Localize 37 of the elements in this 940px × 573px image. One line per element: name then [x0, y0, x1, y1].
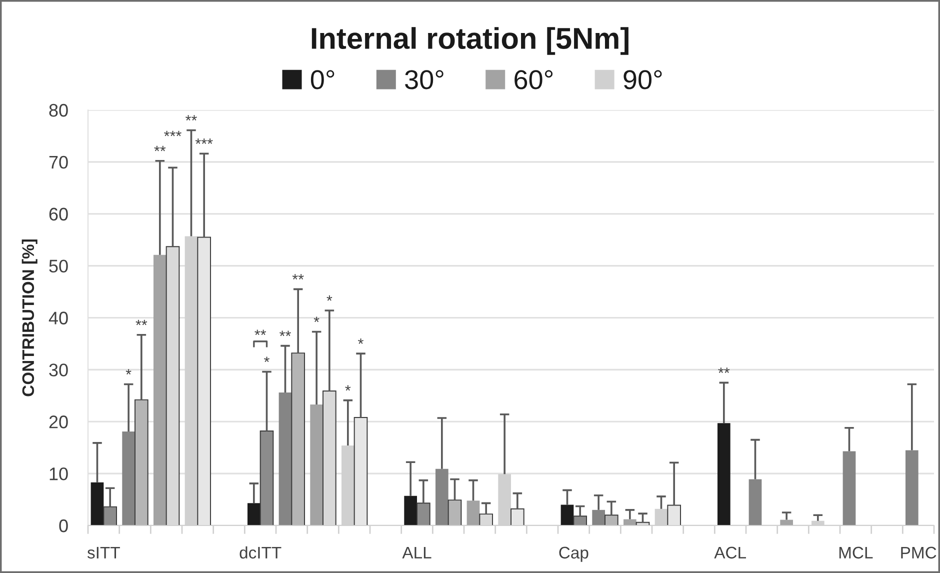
x-tick-label: dcITT [240, 546, 282, 559]
x-tick-label: MCL [839, 546, 873, 559]
annotation: *** [164, 130, 182, 136]
x-tick-label: ALL [402, 546, 432, 558]
y-tick-label: 0 [59, 519, 68, 532]
y-axis-title: CONTRIBUTION [%] [22, 240, 38, 396]
legend-label: 0° [310, 70, 334, 90]
annotation: ** [292, 274, 304, 280]
annotation: ** [136, 320, 148, 326]
x-tick-label: PMC [901, 546, 936, 559]
legend-label: 30° [405, 70, 444, 90]
chart-title: Internal rotation [5Nm] [312, 27, 628, 55]
y-tick-label: 20 [49, 416, 68, 428]
annotation: ** [154, 146, 166, 152]
annotation: ** [280, 330, 291, 336]
x-tick-label: Cap [559, 546, 588, 562]
annotation: * [345, 385, 351, 391]
y-tick-label: 70 [49, 156, 68, 169]
y-tick-label: 10 [50, 467, 68, 480]
annotation: * [358, 338, 364, 344]
y-tick-label: 40 [48, 312, 68, 324]
y-tick-label: 60 [49, 208, 68, 221]
annotation: ** [186, 115, 197, 121]
legend-label: 90° [624, 70, 662, 90]
x-tick-label: sITT [87, 546, 120, 559]
annotation: * [264, 356, 270, 362]
legend-label: 60° [514, 70, 553, 90]
annotation: * [126, 369, 132, 375]
annotation: * [326, 295, 332, 301]
x-tick-label: ACL [714, 546, 746, 559]
y-tick-label: 30 [49, 364, 68, 376]
y-tick-label: 80 [49, 104, 68, 117]
annotation: ** [254, 330, 266, 336]
annotation: * [314, 316, 320, 322]
annotation: *** [195, 138, 213, 144]
y-tick-label: 50 [49, 260, 68, 273]
annotation: ** [718, 368, 730, 373]
